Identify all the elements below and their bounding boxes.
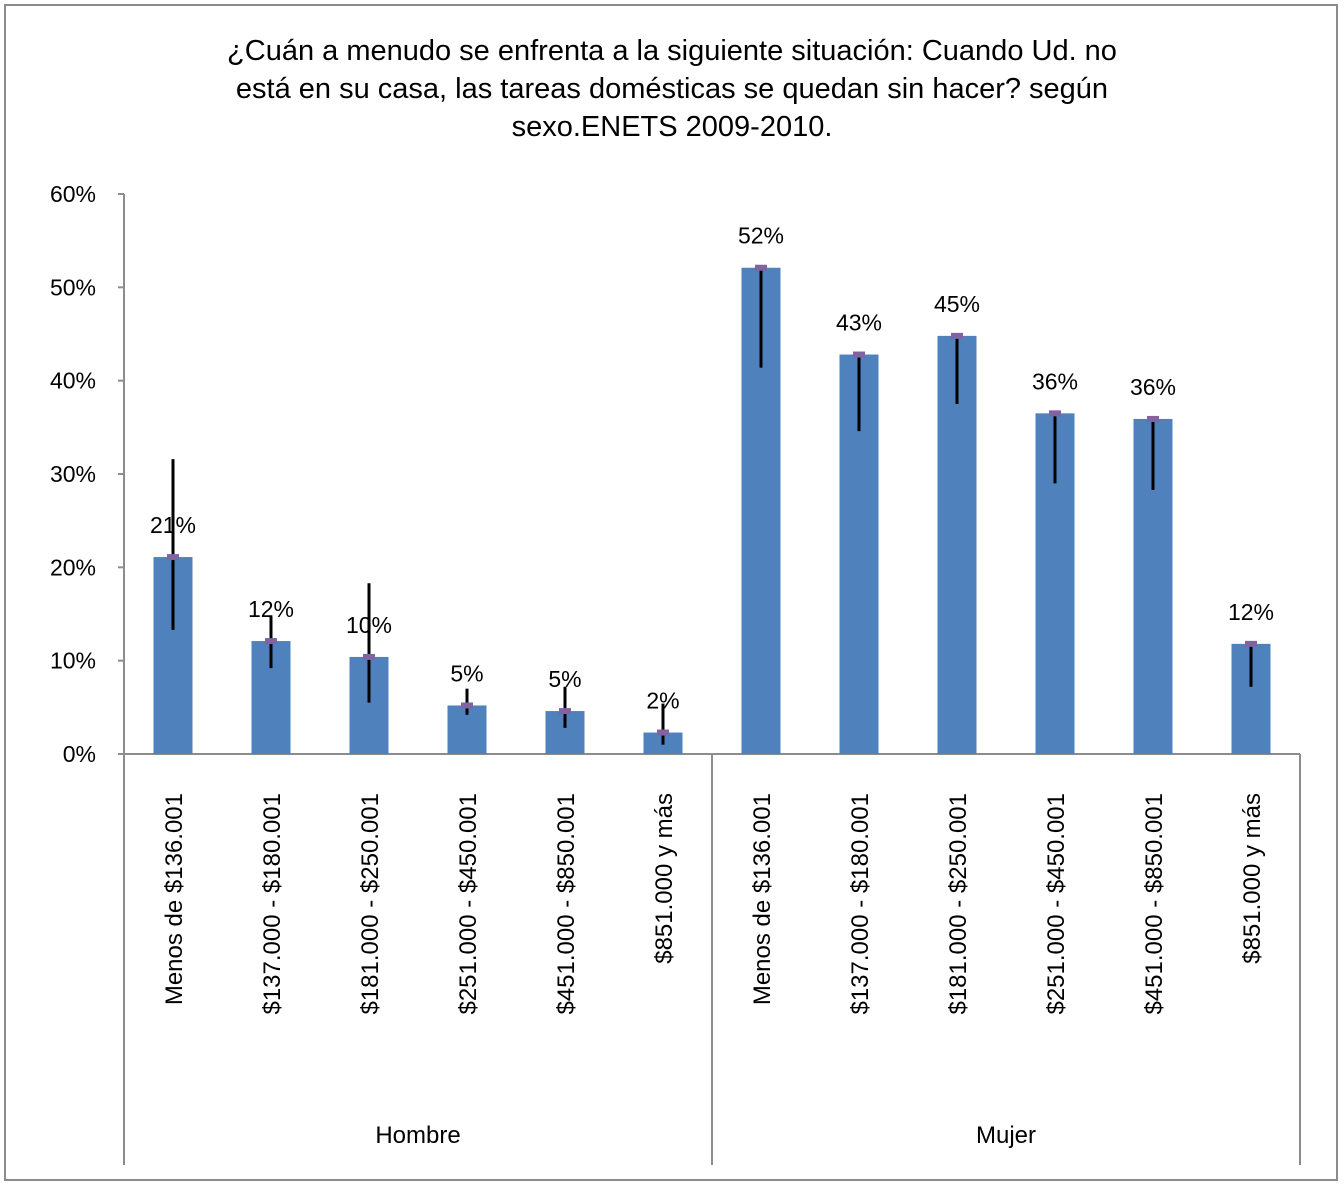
value-marker <box>853 351 865 358</box>
data-label: 2% <box>646 688 679 714</box>
y-tick-label: 40% <box>50 368 96 394</box>
y-tick-label: 0% <box>63 741 96 767</box>
category-label: $451.000 - $850.001 <box>553 793 580 1015</box>
value-marker <box>1049 410 1061 417</box>
chart-title-line-2: está en su casa, las tareas domésticas s… <box>235 73 1109 105</box>
category-label: $181.000 - $250.001 <box>357 793 384 1015</box>
data-label: 5% <box>450 660 483 686</box>
chart-frame <box>4 4 1338 1181</box>
category-label: $181.000 - $250.001 <box>945 793 972 1015</box>
value-marker <box>363 653 375 660</box>
data-label: 43% <box>836 310 882 336</box>
data-label: 12% <box>1228 599 1274 625</box>
value-marker <box>461 702 473 709</box>
category-label: $451.000 - $850.001 <box>1141 793 1168 1015</box>
y-tick-label: 30% <box>50 461 96 487</box>
chart-title-line-3: sexo.ENETS 2009-2010. <box>511 111 833 143</box>
chart-axes <box>123 194 1301 1165</box>
y-tick-label: 20% <box>50 554 96 580</box>
data-label: 45% <box>934 291 980 317</box>
chart-error-bars <box>167 264 1257 745</box>
data-label: 10% <box>346 612 392 638</box>
category-label: $137.000 - $180.001 <box>847 793 874 1015</box>
data-label: 5% <box>548 666 581 692</box>
group-label: Hombre <box>375 1122 460 1149</box>
value-marker <box>265 638 277 645</box>
y-tick-label: 60% <box>50 181 96 207</box>
category-label: $251.000 - $450.001 <box>455 793 482 1015</box>
category-label: Menos de $136.001 <box>161 793 188 1005</box>
data-label: 12% <box>248 596 294 622</box>
chart-bars <box>153 267 1271 754</box>
value-marker <box>559 708 571 715</box>
data-label: 36% <box>1130 374 1176 400</box>
data-label: 36% <box>1032 368 1078 394</box>
value-marker <box>657 729 669 736</box>
y-tick-label: 10% <box>50 648 96 674</box>
y-tick-label: 50% <box>50 274 96 300</box>
category-label: $251.000 - $450.001 <box>1043 793 1070 1015</box>
x-axis-category-labels: Menos de $136.001 $137.000 - $180.001 $181… <box>161 793 1266 1015</box>
value-marker <box>1147 415 1159 422</box>
data-label: 52% <box>738 223 784 249</box>
value-marker <box>755 264 767 271</box>
data-label: 21% <box>150 512 196 538</box>
bar <box>937 335 977 754</box>
chart-title: ¿Cuán a menudo se enfrenta a la siguient… <box>0 32 1344 146</box>
category-label: $851.000 y más <box>651 793 678 964</box>
chart-title-line-1: ¿Cuán a menudo se enfrenta a la siguient… <box>227 35 1117 67</box>
group-label: Mujer <box>976 1122 1036 1149</box>
chart-data-labels: 21% 12% 10% 5% 5% 2% 52% 43% 45% 36% 36% 12% <box>150 223 1274 714</box>
value-marker <box>951 332 963 339</box>
y-axis-ticks: 0% 10% 20% 30% 40% 50% 60% <box>50 181 124 767</box>
category-label: $137.000 - $180.001 <box>259 793 286 1015</box>
value-marker <box>1245 640 1257 647</box>
value-marker <box>167 554 179 561</box>
x-axis-group-labels: Hombre Mujer <box>375 1122 1036 1149</box>
category-label: Menos de $136.001 <box>749 793 776 1005</box>
category-label: $851.000 y más <box>1239 793 1266 964</box>
